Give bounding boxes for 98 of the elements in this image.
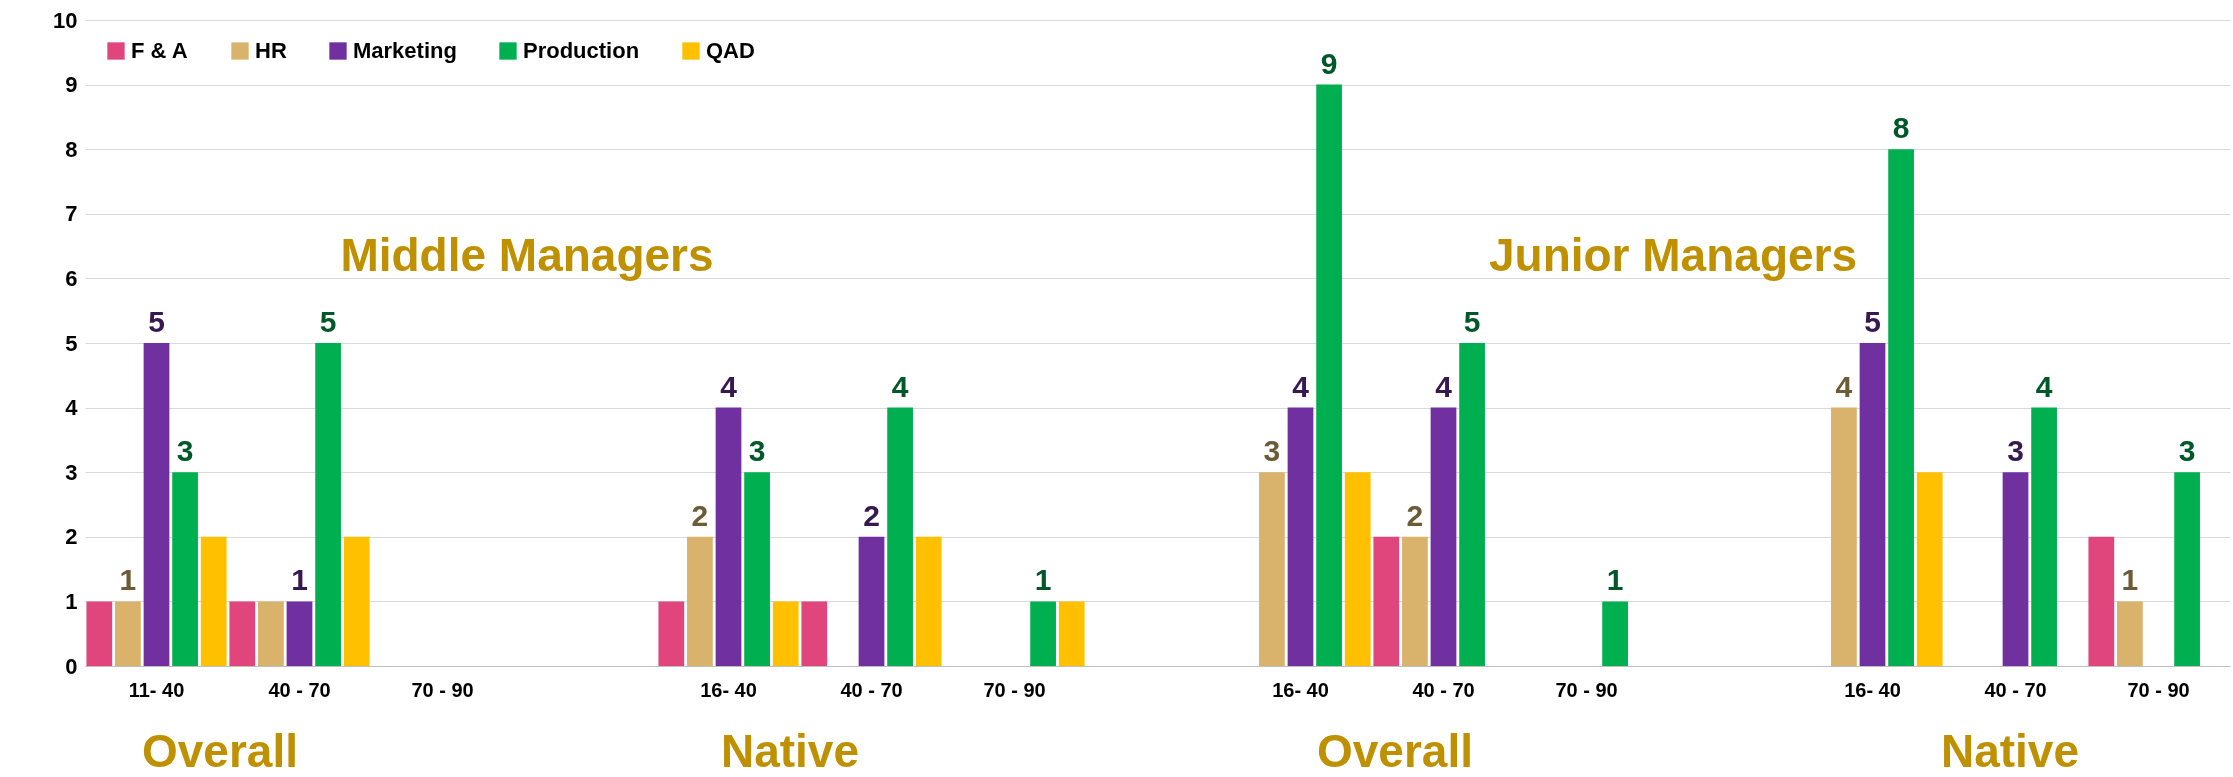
bar <box>1344 472 1371 666</box>
data-label: 2 <box>863 498 880 532</box>
bar <box>286 601 313 666</box>
bar <box>343 536 370 666</box>
x-tick-label: 16- 40 <box>1272 678 1329 701</box>
y-tick-label: 3 <box>65 459 78 485</box>
text: Overall <box>142 725 298 777</box>
data-label: 4 <box>720 369 738 403</box>
bar <box>1373 536 1400 666</box>
y-tick-label: 1 <box>65 588 78 614</box>
data-label: 3 <box>2007 434 2024 468</box>
data-label: 4 <box>1435 369 1453 403</box>
x-tick-label: 16- 40 <box>700 678 757 701</box>
data-label: 1 <box>1606 563 1624 597</box>
x-tick-label: 16- 40 <box>1844 678 1901 701</box>
data-label: 4 <box>1292 369 1310 403</box>
bar <box>229 601 256 666</box>
data-label: 1 <box>1034 563 1052 597</box>
bar <box>1602 601 1628 666</box>
bar <box>1316 84 1342 666</box>
bar <box>2088 536 2115 666</box>
bar <box>315 343 341 666</box>
data-label: 3 <box>176 434 194 468</box>
data-label: 4 <box>2035 369 2053 403</box>
bar <box>1058 601 1085 666</box>
data-label: 2 <box>691 498 709 532</box>
bar <box>801 601 828 666</box>
data-label: 3 <box>1263 434 1281 468</box>
data-label: 1 <box>291 563 308 597</box>
y-tick-label: 6 <box>65 265 78 291</box>
data-label: 4 <box>891 369 909 403</box>
data-label: 9 <box>1320 46 1338 80</box>
x-tick-label: 70 - 90 <box>1555 678 1618 701</box>
y-tick-label: 9 <box>65 72 78 98</box>
bar <box>1430 407 1457 666</box>
data-label: 5 <box>1463 305 1481 338</box>
x-tick-label: 70 - 90 <box>411 678 474 701</box>
bar <box>2031 407 2057 666</box>
data-label: 8 <box>1892 111 1910 145</box>
data-label: 2 <box>1406 498 1424 532</box>
y-tick-label: 5 <box>65 330 78 356</box>
bar <box>2117 601 2143 666</box>
y-tick-label: 7 <box>65 201 78 227</box>
text: Native <box>720 725 860 777</box>
bar <box>1916 472 1943 666</box>
text: Native <box>1940 725 2080 777</box>
bar <box>858 536 885 666</box>
legend-label: Production <box>523 38 640 63</box>
y-tick-label: 8 <box>65 136 78 162</box>
bar <box>772 601 799 666</box>
bar <box>715 407 742 666</box>
y-tick-label: 2 <box>65 524 78 550</box>
bar <box>887 407 913 666</box>
data-label: 1 <box>2121 563 2139 597</box>
legend-label: Marketing <box>353 38 457 63</box>
legend-label: F & A <box>131 38 188 63</box>
bar <box>172 472 198 666</box>
x-tick-label: 11- 40 <box>128 678 185 701</box>
y-tick-label: 10 <box>53 7 78 33</box>
annotation: Junior Managers <box>1488 229 1858 281</box>
bar <box>86 601 113 666</box>
bar <box>1888 149 1914 666</box>
bar <box>1831 407 1857 666</box>
text: Overall <box>1317 725 1473 777</box>
x-tick-label: 40 - 70 <box>268 678 331 701</box>
data-label: 5 <box>148 305 165 338</box>
data-label: 3 <box>2178 434 2196 468</box>
data-label: 1 <box>119 563 137 597</box>
bar <box>115 601 141 666</box>
bar <box>200 536 227 666</box>
bar <box>2174 472 2200 666</box>
x-tick-label: 40 - 70 <box>1412 678 1475 701</box>
annotation: Middle Managers <box>340 229 714 281</box>
data-label: 3 <box>748 434 766 468</box>
bar <box>1259 472 1285 666</box>
data-label: 5 <box>319 305 337 338</box>
bar <box>687 536 713 666</box>
bar <box>1402 536 1428 666</box>
bar <box>658 601 685 666</box>
legend-label: HR <box>255 38 287 63</box>
y-tick-label: 4 <box>65 395 79 421</box>
x-tick-label: 70 - 90 <box>2127 678 2190 701</box>
bar <box>258 601 284 666</box>
legend-label: QAD <box>706 38 755 63</box>
y-tick-label: 0 <box>65 653 78 679</box>
bar <box>143 343 170 666</box>
data-label: 5 <box>1864 305 1881 338</box>
x-tick-label: 70 - 90 <box>983 678 1046 701</box>
bar <box>744 472 770 666</box>
bar <box>1287 407 1314 666</box>
bar <box>1859 343 1886 666</box>
x-tick-label: 40 - 70 <box>1984 678 2047 701</box>
data-label: 4 <box>1835 369 1853 403</box>
bar <box>1459 343 1485 666</box>
bar <box>915 536 942 666</box>
bar <box>2002 472 2029 666</box>
bar <box>1030 601 1056 666</box>
x-tick-label: 40 - 70 <box>840 678 903 701</box>
